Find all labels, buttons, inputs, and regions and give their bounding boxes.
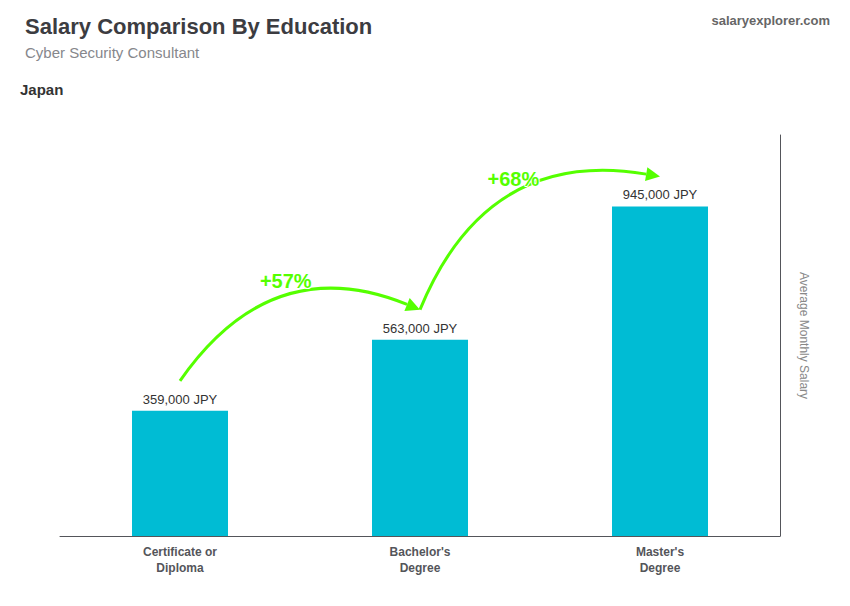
svg-text:Japan: Japan xyxy=(20,81,63,98)
svg-text:salaryexplorer.com: salaryexplorer.com xyxy=(711,13,830,28)
svg-text:Degree: Degree xyxy=(640,561,681,575)
svg-text:Average Monthly Salary: Average Monthly Salary xyxy=(797,272,811,399)
svg-text:Certificate or: Certificate or xyxy=(143,545,217,559)
svg-text:Bachelor's: Bachelor's xyxy=(390,545,451,559)
svg-text:563,000 JPY: 563,000 JPY xyxy=(383,321,458,336)
svg-text:945,000 JPY: 945,000 JPY xyxy=(623,187,698,202)
svg-text:Diploma: Diploma xyxy=(156,561,204,575)
svg-text:+57%: +57% xyxy=(260,270,312,292)
svg-text:Master's: Master's xyxy=(636,545,685,559)
svg-text:Cyber Security Consultant: Cyber Security Consultant xyxy=(25,44,200,61)
svg-text:Degree: Degree xyxy=(400,561,441,575)
svg-text:359,000 JPY: 359,000 JPY xyxy=(143,392,218,407)
svg-text:+68%: +68% xyxy=(488,168,540,190)
svg-text:Salary Comparison By Education: Salary Comparison By Education xyxy=(25,14,372,39)
